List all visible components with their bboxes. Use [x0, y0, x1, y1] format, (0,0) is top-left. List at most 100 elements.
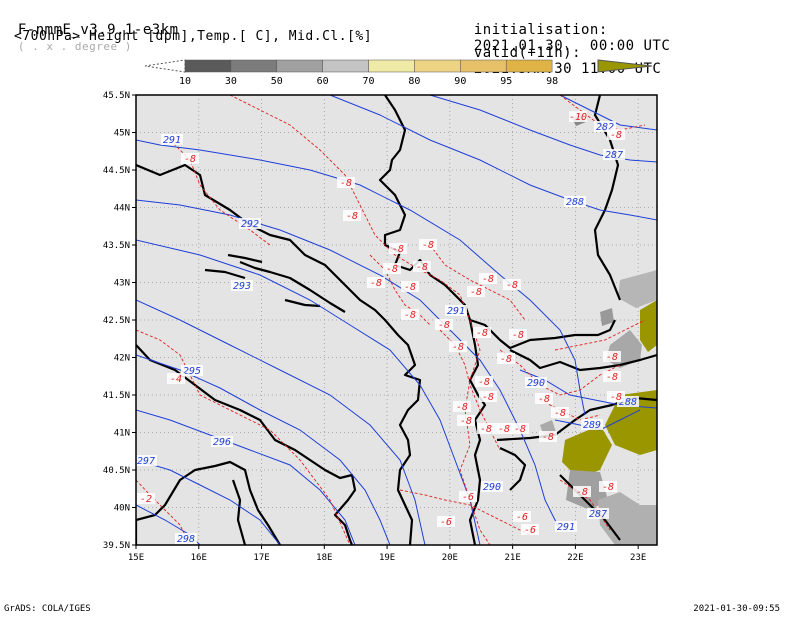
colorbar-label: 60 — [317, 76, 329, 87]
temp-contour — [229, 95, 491, 545]
temp-label: -8 — [554, 408, 566, 419]
height-label-bg — [231, 280, 253, 291]
temp-contour — [539, 399, 601, 421]
height-label: 288 — [566, 197, 584, 208]
footer-credit: GrADS: COLA/IGES — [4, 604, 91, 614]
temp-label: -8 — [506, 280, 518, 291]
temp-label: -8 — [404, 310, 416, 321]
colorbar-swatch — [505, 59, 553, 73]
temp-label: -8 — [416, 262, 428, 273]
temp-contour — [169, 139, 271, 246]
colorbar-swatch — [322, 59, 369, 73]
temp-label: -8 — [470, 287, 482, 298]
height-contour-labels: 291 292 293 295 296 297 298 288 287 282 291 290 289 2… — [136, 121, 639, 545]
temp-contour — [399, 489, 531, 536]
temp-label: -8 — [482, 274, 494, 285]
init-label: initialisation: — [473, 22, 608, 38]
height-label-bg — [587, 508, 609, 519]
temp-label: -8 — [480, 424, 492, 435]
lon-tick-label: 19E — [379, 553, 395, 563]
coastline — [136, 344, 357, 545]
height-label: 290 — [483, 482, 501, 493]
lon-tick-label: 20E — [442, 553, 458, 563]
island — [239, 260, 346, 313]
resolution-note: ( . x . degree ) — [17, 40, 132, 53]
height-label: 290 — [527, 378, 545, 389]
temp-label-bg — [435, 319, 453, 330]
temp-label: -8 — [422, 240, 434, 251]
height-label-bg — [181, 365, 203, 376]
temp-label-bg — [513, 511, 531, 522]
height-label-bg — [481, 481, 503, 492]
height-label: 287 — [605, 150, 623, 161]
lat-tick-label: 45N — [114, 129, 130, 139]
temp-label-bg — [573, 486, 591, 497]
height-label: 298 — [177, 534, 195, 545]
temp-label-bg — [607, 129, 625, 140]
temp-contour — [136, 329, 351, 545]
temp-label-bg — [509, 329, 527, 340]
height-label-bg — [445, 305, 467, 316]
temp-label-bg — [437, 516, 455, 527]
height-label: 291 — [163, 135, 181, 146]
height-label: 296 — [213, 437, 231, 448]
height-label-bg — [594, 121, 616, 132]
colorbar-swatch — [276, 59, 323, 73]
temp-contour-labels: -8-8-8-8 -8-8-8-8-8 -8-8-8-8-8-8-8-8-8-8-8… — [137, 111, 625, 536]
temp-label-bg — [477, 423, 495, 434]
temp-label-bg — [473, 327, 491, 338]
height-label: 282 — [596, 122, 614, 133]
lon-tick-label: 21E — [504, 553, 520, 563]
temp-label: -8 — [512, 330, 524, 341]
model-name: F-nmmE_v3.9.1-e3km — [17, 22, 179, 38]
temp-label: -4 — [170, 374, 182, 385]
height-label: 297 — [137, 456, 155, 467]
height-label-bg — [239, 218, 261, 229]
temp-label: -8 — [184, 154, 196, 165]
lat-tick-label: 42.5N — [103, 316, 130, 326]
temp-label: -8 — [478, 377, 490, 388]
colorbar-swatch — [414, 59, 461, 73]
colorbar-label: 10 — [179, 76, 191, 87]
temp-label-bg — [401, 281, 419, 292]
temp-label-bg — [511, 423, 529, 434]
temp-label-bg — [401, 309, 419, 320]
temp-contour — [136, 479, 191, 545]
temp-label-bg — [167, 373, 185, 384]
coastline — [136, 163, 422, 545]
temp-label-bg — [569, 111, 587, 122]
height-contour-292 — [136, 199, 561, 531]
temp-label: -6 — [440, 517, 452, 528]
height-label: 291 — [557, 522, 575, 533]
lat-tick-label: 41.5N — [103, 391, 130, 401]
temp-label: -8 — [392, 244, 404, 255]
island — [284, 298, 321, 308]
temp-label: -8 — [498, 424, 510, 435]
temp-label-bg — [479, 273, 497, 284]
height-contour-287 — [429, 95, 657, 163]
fields-title: <700hPa> Height [dpm],Temp.[ C], Mid.Cl.… — [14, 29, 373, 44]
lat-tick-label: 39.5N — [103, 541, 130, 551]
lat-tick-label: 44N — [114, 204, 130, 214]
height-label: 292 — [241, 219, 259, 230]
longitude-axis: 15E 16E 17E 18E 19E 20E 21E 22E 23E — [128, 545, 646, 563]
init-value: 2021.01.30. 00:00 UTC — [473, 38, 671, 54]
model-title: F-nmmE_v3.9.1-e3km ( . x . degree ) — [0, 6, 179, 54]
temp-label-bg — [181, 153, 199, 164]
height-contour-288 — [329, 95, 657, 221]
lon-tick-label: 23E — [630, 553, 646, 563]
temp-label: -6 — [462, 492, 474, 503]
colorbar-swatch — [368, 59, 415, 73]
temp-label-bg — [497, 353, 515, 364]
lon-tick-label: 17E — [253, 553, 269, 563]
temp-label-bg — [467, 286, 485, 297]
colorbar-label: 50 — [271, 76, 283, 87]
temp-label: -8 — [500, 354, 512, 365]
temp-contour — [429, 244, 526, 321]
height-label: 293 — [233, 281, 251, 292]
lat-tick-label: 41N — [114, 429, 130, 439]
temp-label-bg — [449, 341, 467, 352]
temp-label: -8 — [460, 416, 472, 427]
temp-label: -8 — [340, 178, 352, 189]
